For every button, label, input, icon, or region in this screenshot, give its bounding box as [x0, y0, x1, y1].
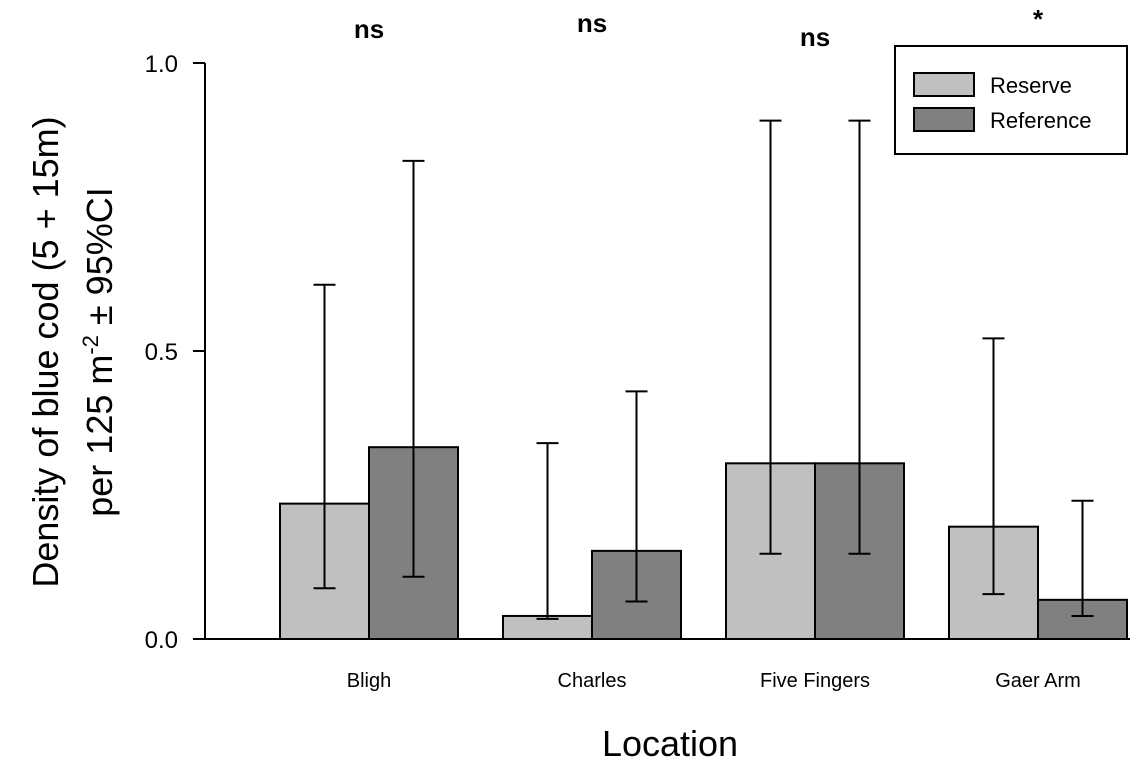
category-label-gaer-arm: Gaer Arm [995, 670, 1081, 692]
significance-layer: ns ns ns * [354, 4, 1044, 52]
legend-swatch-reference [913, 107, 975, 132]
legend-box [894, 45, 1128, 155]
y-axis-title-line2-main: per 125 m [79, 355, 120, 517]
error-bars-layer [313, 119, 1094, 620]
legend-swatch-reserve [913, 72, 975, 97]
significance-label-gaer-arm: * [1033, 4, 1044, 34]
category-labels-layer: Bligh Charles Five Fingers Gaer Arm [347, 670, 1081, 692]
significance-label-charles: ns [577, 8, 607, 38]
category-label-bligh: Bligh [347, 670, 391, 692]
y-tick-label-1: 0.5 [145, 339, 178, 366]
x-axis-title: Location [602, 723, 738, 762]
legend: Reserve Reference [894, 45, 1128, 155]
legend-label-reference: Reference [990, 108, 1092, 133]
significance-label-five-fingers: ns [800, 22, 830, 52]
category-label-five-fingers: Five Fingers [760, 670, 870, 692]
legend-label-reserve: Reserve [990, 73, 1072, 98]
significance-label-bligh: ns [354, 14, 384, 44]
y-axis-title-line2-sup: -2 [78, 335, 103, 355]
bars-layer [279, 446, 1128, 641]
y-axis-title-line1: Density of blue cod (5 + 15m) [25, 116, 66, 587]
y-axis-title-line2: per 125 m-2 ± 95%CI [78, 187, 120, 516]
category-label-charles: Charles [558, 670, 627, 692]
y-axis-title-line2-tail: ± 95%CI [79, 187, 120, 335]
y-tick-label-0: 0.0 [145, 627, 178, 654]
y-tick-label-2: 1.0 [145, 51, 178, 78]
